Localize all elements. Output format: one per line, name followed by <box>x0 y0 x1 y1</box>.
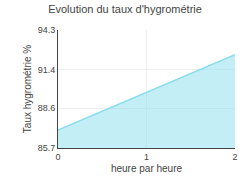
svg-text:88.6: 88.6 <box>38 103 56 113</box>
svg-text:2: 2 <box>232 152 237 162</box>
svg-text:Evolution du taux d'hygrométri: Evolution du taux d'hygrométrie <box>48 3 202 15</box>
svg-text:Taux hygrométrie %: Taux hygrométrie % <box>22 45 33 133</box>
svg-text:91.4: 91.4 <box>38 65 56 75</box>
svg-text:0: 0 <box>55 152 60 162</box>
svg-text:85.7: 85.7 <box>38 143 56 153</box>
svg-text:1: 1 <box>144 152 149 162</box>
svg-text:heure par heure: heure par heure <box>111 163 183 174</box>
svg-text:94.3: 94.3 <box>38 25 56 35</box>
